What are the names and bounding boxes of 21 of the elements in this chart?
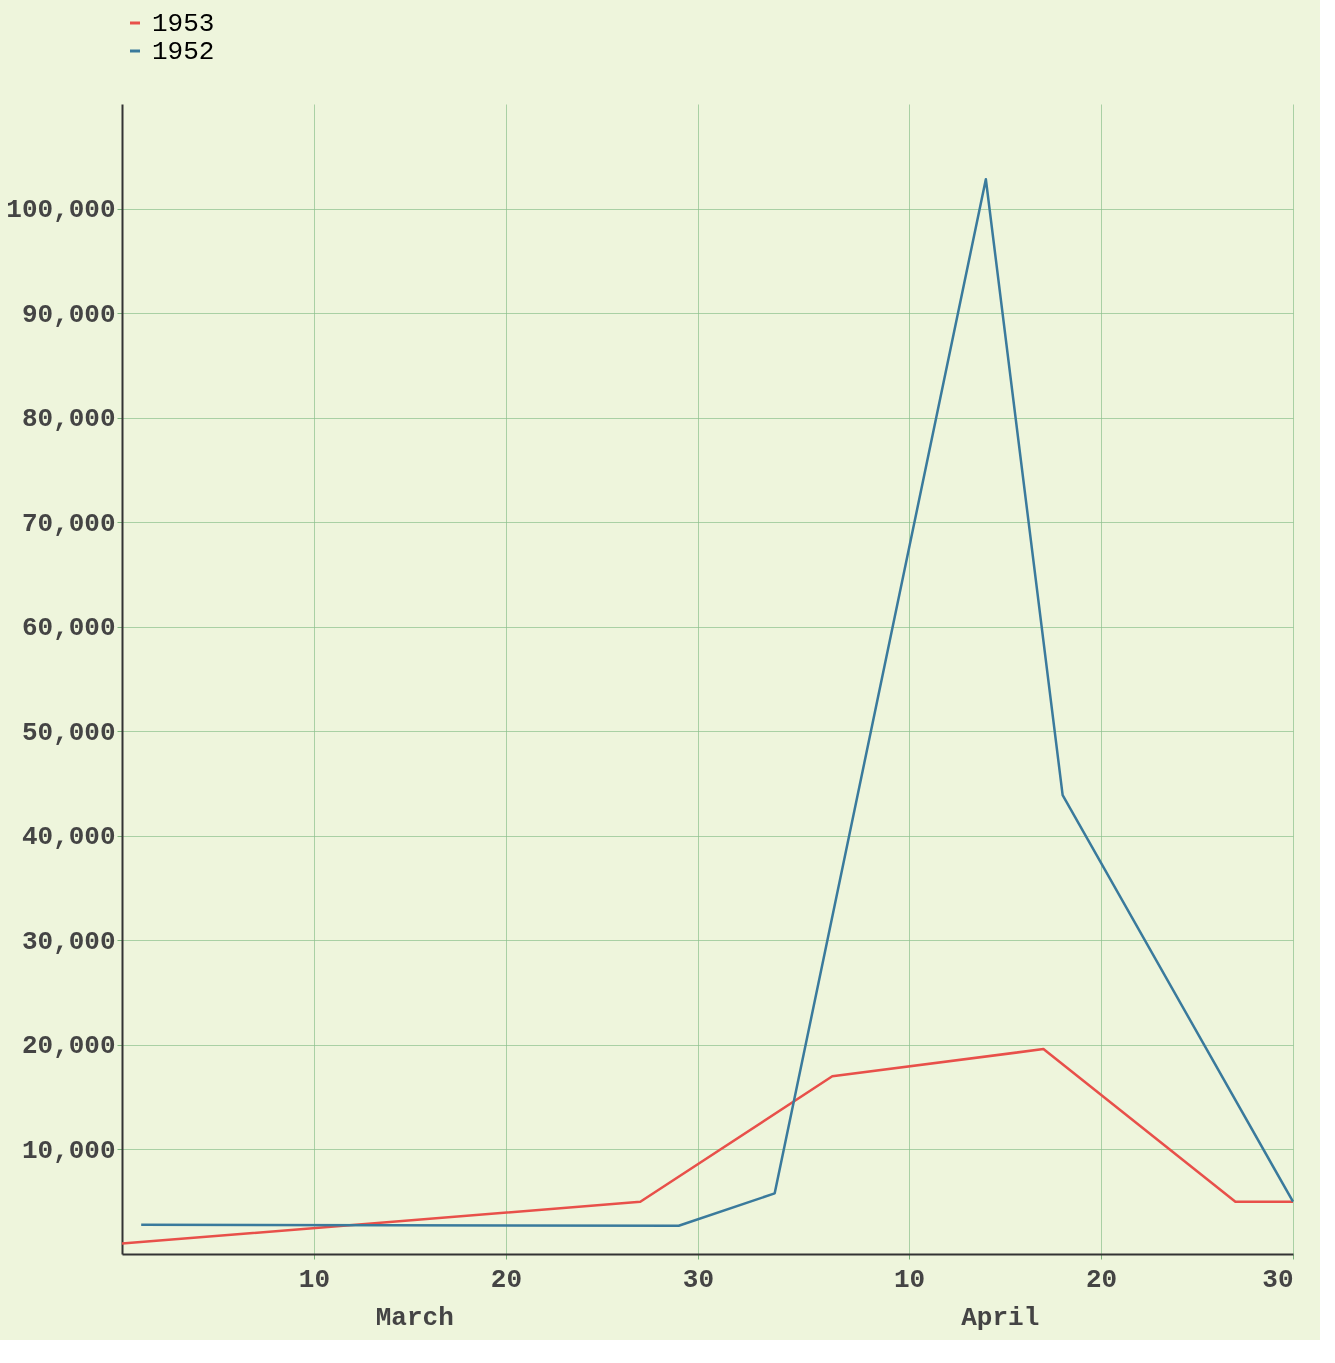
- legend-label: 1952: [152, 37, 215, 67]
- y-tick-label: 70,000: [21, 508, 116, 539]
- x-tick-label: 10: [893, 1264, 926, 1295]
- y-tick-label: 20,000: [21, 1031, 116, 1062]
- y-tick-label: 90,000: [21, 299, 116, 330]
- x-tick-label: 30: [682, 1264, 715, 1295]
- x-tick-label: 20: [1085, 1264, 1118, 1295]
- x-tick-label: 10: [298, 1264, 331, 1295]
- y-tick-label: 40,000: [21, 822, 116, 853]
- y-tick-label: 100,000: [6, 195, 116, 226]
- x-tick-label: 20: [490, 1264, 523, 1295]
- text: March: [375, 1303, 454, 1333]
- y-tick-label: 50,000: [21, 717, 116, 748]
- legend-label: 1953: [152, 9, 215, 39]
- text: April: [961, 1303, 1040, 1333]
- y-tick-label: 10,000: [21, 1135, 116, 1166]
- y-tick-label: 60,000: [21, 613, 116, 644]
- y-tick-label: 80,000: [21, 404, 116, 435]
- x-tick-label: 30: [1262, 1264, 1294, 1295]
- y-tick-label: 30,000: [21, 926, 116, 957]
- line-series: [139, 178, 1295, 1228]
